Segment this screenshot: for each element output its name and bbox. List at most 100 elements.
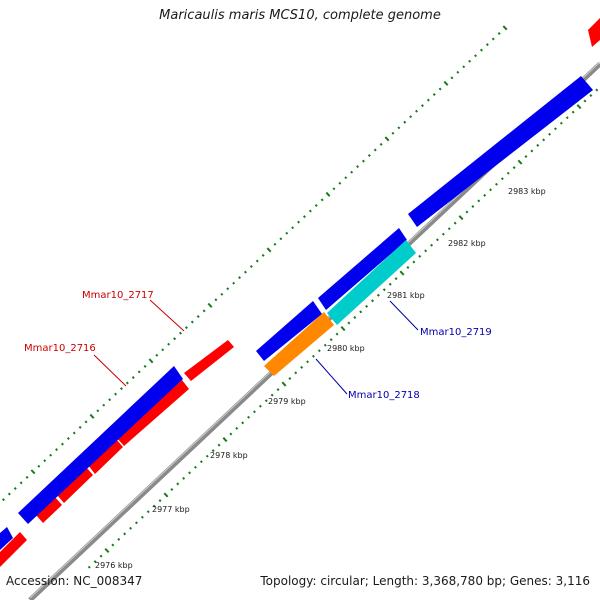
gene-label-leaders bbox=[93, 299, 419, 395]
scale-labels: 2976 kbp 2977 kbp 2978 kbp 2979 kbp 2980… bbox=[95, 187, 546, 570]
inner-tick bbox=[583, 99, 587, 103]
cds-mmar10-2716-b[interactable] bbox=[88, 439, 123, 474]
inner-tick bbox=[294, 371, 298, 375]
inner-tick bbox=[93, 560, 97, 564]
inner-tick bbox=[323, 343, 327, 347]
cds-top-right-red[interactable] bbox=[588, 18, 600, 47]
cds-blue-long-left[interactable] bbox=[18, 366, 183, 524]
outer-tick bbox=[249, 265, 253, 268]
outer-tick bbox=[125, 381, 129, 385]
inner-tick bbox=[104, 548, 110, 553]
outer-tick bbox=[30, 469, 36, 475]
outer-tick bbox=[338, 181, 342, 185]
outer-tick bbox=[285, 231, 289, 235]
cds-mmar10-2718[interactable] bbox=[264, 312, 334, 376]
cds-red-c[interactable] bbox=[57, 467, 93, 503]
outer-tick bbox=[261, 253, 265, 257]
cds-mmar10-2719[interactable] bbox=[327, 240, 416, 325]
outer-tick bbox=[55, 448, 59, 452]
outer-tick bbox=[297, 220, 301, 224]
tick-label-2983: 2983 kbp bbox=[508, 187, 546, 196]
inner-tick bbox=[288, 377, 292, 380]
inner-tick bbox=[524, 155, 528, 158]
outer-tick bbox=[184, 326, 188, 330]
inner-tick bbox=[430, 243, 434, 247]
inner-tick bbox=[99, 554, 103, 558]
outer-tick bbox=[367, 154, 371, 157]
inner-tick bbox=[205, 454, 209, 458]
inner-tick-track bbox=[87, 88, 599, 569]
inner-tick bbox=[188, 471, 192, 475]
tick-label-2980: 2980 kbp bbox=[327, 344, 365, 353]
cds-red-d[interactable] bbox=[36, 497, 62, 523]
outer-tick bbox=[66, 437, 70, 440]
tick-label-2981: 2981 kbp bbox=[387, 291, 425, 300]
outer-tick bbox=[43, 459, 47, 463]
inner-tick bbox=[359, 310, 363, 314]
inner-tick bbox=[500, 177, 504, 181]
outer-tick bbox=[78, 425, 82, 429]
cds-red-e[interactable] bbox=[0, 532, 27, 567]
inner-tick bbox=[453, 221, 457, 225]
outer-tick bbox=[102, 403, 106, 407]
cds-blue-mid[interactable] bbox=[318, 228, 407, 310]
inner-tick bbox=[111, 543, 115, 547]
inner-tick bbox=[458, 215, 464, 221]
outer-tick bbox=[279, 237, 283, 241]
outer-tick bbox=[502, 25, 508, 31]
outer-tick bbox=[356, 165, 360, 169]
inner-tick bbox=[548, 132, 552, 136]
gene-label-mmar10-2719[interactable]: Mmar10_2719 bbox=[420, 327, 492, 338]
inner-tick bbox=[553, 127, 557, 131]
cds-mmar10-2717[interactable] bbox=[184, 340, 234, 381]
inner-tick bbox=[512, 166, 516, 170]
outer-tick bbox=[373, 148, 377, 152]
outer-tick bbox=[173, 337, 177, 341]
outer-tick bbox=[243, 270, 247, 274]
gene-label-mmar10-2716[interactable]: Mmar10_2716 bbox=[24, 343, 96, 354]
cds-blue-long-top[interactable] bbox=[408, 76, 593, 227]
genome-summary-label: Topology: circular; Length: 3,368,780 bp… bbox=[260, 574, 590, 588]
inner-tick bbox=[365, 304, 369, 308]
inner-tick bbox=[152, 504, 156, 508]
inner-tick bbox=[506, 171, 510, 175]
outer-tick bbox=[255, 259, 259, 263]
outer-tick bbox=[474, 54, 478, 58]
outer-tick bbox=[361, 159, 365, 163]
inner-tick bbox=[317, 349, 321, 353]
inner-tick bbox=[222, 437, 228, 443]
inner-tick bbox=[477, 199, 481, 203]
outer-tick bbox=[391, 131, 395, 135]
outer-tick bbox=[25, 475, 29, 479]
tick-label-2976: 2976 kbp bbox=[95, 561, 133, 570]
outer-tick bbox=[60, 442, 64, 446]
outer-tick bbox=[167, 342, 171, 346]
outer-tick bbox=[415, 109, 419, 113]
cds-blue-short[interactable] bbox=[256, 301, 322, 361]
gene-label-mmar10-2717[interactable]: Mmar10_2717 bbox=[82, 290, 154, 301]
accession-label: Accession: NC_008347 bbox=[6, 574, 143, 588]
outer-tick bbox=[443, 80, 449, 86]
outer-tick bbox=[196, 314, 200, 319]
inner-tick bbox=[530, 149, 534, 153]
inner-tick bbox=[471, 205, 475, 208]
outer-tick bbox=[220, 292, 224, 296]
gene-label-mmar10-2718[interactable]: Mmar10_2718 bbox=[348, 390, 420, 401]
inner-tick bbox=[211, 449, 215, 453]
cds-blue-edge[interactable] bbox=[0, 527, 13, 550]
cds-mmar10-2716-a[interactable] bbox=[117, 380, 189, 446]
inner-tick bbox=[87, 565, 91, 569]
inner-tick bbox=[483, 193, 487, 197]
inner-tick bbox=[158, 499, 162, 503]
inner-tick bbox=[412, 260, 416, 264]
inner-tick bbox=[170, 488, 174, 491]
inner-tick bbox=[134, 521, 138, 525]
inner-tick bbox=[217, 443, 221, 447]
inner-tick bbox=[424, 249, 428, 253]
inner-tick bbox=[335, 332, 339, 336]
outer-tick bbox=[491, 37, 495, 41]
inner-tick bbox=[199, 460, 203, 464]
outer-tick bbox=[379, 142, 383, 146]
